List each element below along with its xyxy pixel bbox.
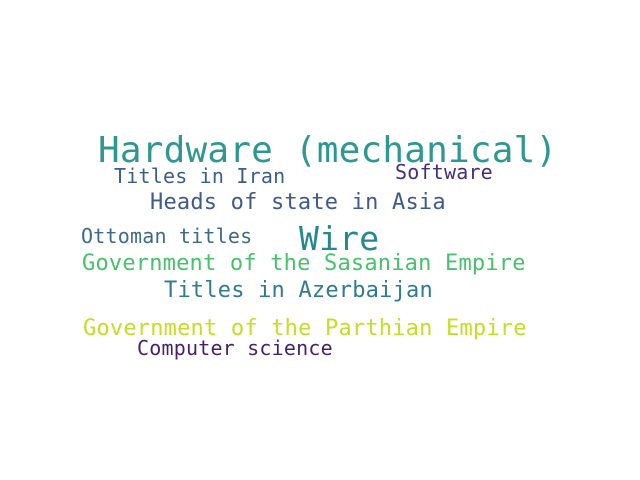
- word-wire: Wire: [299, 219, 380, 258]
- word-ottoman-titles: Ottoman titles: [81, 224, 253, 248]
- word-software: Software: [395, 160, 493, 184]
- word-titles-in-iran: Titles in Iran: [114, 164, 286, 188]
- word-government-parthian: Government of the Parthian Empire: [83, 316, 527, 341]
- word-government-sasanian: Government of the Sasanian Empire: [82, 251, 526, 276]
- word-heads-of-state-in-asia: Heads of state in Asia: [150, 190, 446, 215]
- word-titles-in-azerbaijan: Titles in Azerbaijan: [164, 278, 433, 303]
- word-hardware-mechanical: Hardware (mechanical): [98, 130, 558, 171]
- word-computer-science: Computer science: [137, 336, 333, 360]
